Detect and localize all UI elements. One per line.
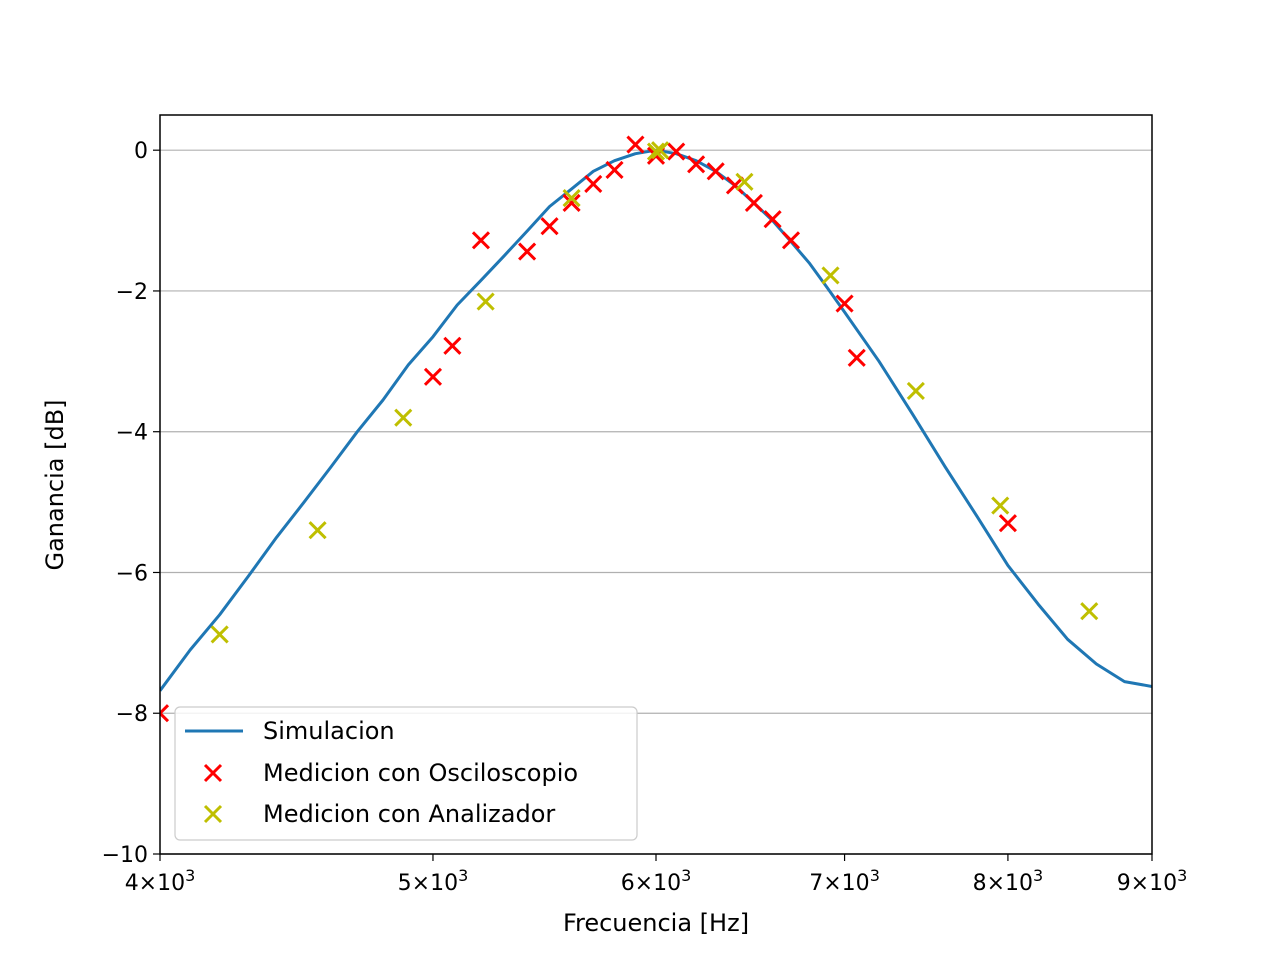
data-point-s1-15 xyxy=(744,193,763,213)
data-point-s1-18 xyxy=(835,294,854,313)
data-point-s2-11 xyxy=(1080,602,1099,621)
data-point-s1-4 xyxy=(518,242,537,261)
y-tick-label-5: −10 xyxy=(102,843,148,868)
data-point-s2-6 xyxy=(651,141,670,160)
x-tick-label-3: 7×103 xyxy=(809,866,880,896)
data-point-s1-11 xyxy=(667,142,686,161)
data-point-s1-13 xyxy=(706,162,725,181)
y-axis-label: Ganancia [dB] xyxy=(41,399,69,570)
data-point-s1-16 xyxy=(763,210,782,229)
data-point-s1-17 xyxy=(781,231,801,250)
x-axis: 4×103 5×103 6×103 7×103 8×103 9×103 xyxy=(125,854,1188,896)
y-tick-label-2: −4 xyxy=(116,421,148,446)
data-point-s2-5 xyxy=(646,142,666,161)
x-tick-label-4: 8×103 xyxy=(973,866,1044,896)
series-layer xyxy=(160,135,1152,723)
data-point-s1-19 xyxy=(847,348,866,367)
legend-swatch-2 xyxy=(203,804,223,824)
data-point-s2-9 xyxy=(906,381,925,400)
data-point-s1-8 xyxy=(605,160,624,179)
data-point-s2-3 xyxy=(476,292,495,311)
legend-label-2: Medicion con Analizador xyxy=(263,800,555,828)
legend-swatch-1 xyxy=(203,763,223,783)
x-tick-label-5: 9×103 xyxy=(1117,866,1188,896)
y-tick-label-0: 0 xyxy=(134,139,148,164)
data-point-s1-3 xyxy=(471,231,491,250)
y-tick-label-3: −6 xyxy=(116,561,148,586)
data-point-s2-4 xyxy=(562,188,581,208)
x-tick-label-0: 4×103 xyxy=(125,866,196,896)
data-point-s2-1 xyxy=(308,521,327,540)
data-point-s2-7 xyxy=(735,172,754,191)
data-point-s1-2 xyxy=(443,336,462,355)
data-point-s1-6 xyxy=(562,193,581,213)
legend-box xyxy=(174,706,638,841)
data-point-s2-0 xyxy=(210,625,229,644)
data-point-s2-2 xyxy=(394,408,413,427)
data-point-s1-12 xyxy=(687,155,706,174)
y-tick-label-1: −2 xyxy=(116,280,148,305)
legend-label-1: Medicion con Osciloscopio xyxy=(263,759,578,787)
legend: Simulacion Medicion con Osciloscopio Medic… xyxy=(174,706,638,841)
data-point-s1-7 xyxy=(584,174,603,194)
data-point-s1-0 xyxy=(160,704,170,723)
data-point-s2-10 xyxy=(991,496,1010,515)
data-point-s1-14 xyxy=(725,176,745,195)
data-point-s1-1 xyxy=(423,367,443,386)
x-tick-label-1: 5×103 xyxy=(398,866,469,896)
y-axis: 0 −2 −4 −6 −8 −10 xyxy=(102,139,160,868)
y-tick-label-4: −8 xyxy=(116,702,148,727)
x-axis-label: Frecuencia [Hz] xyxy=(563,909,749,937)
data-point-s2-8 xyxy=(821,266,840,285)
data-point-s1-20 xyxy=(998,514,1017,533)
data-point-s1-9 xyxy=(626,135,645,154)
data-point-s1-5 xyxy=(540,217,559,236)
x-tick-label-2: 6×103 xyxy=(621,866,692,896)
legend-label-0: Simulacion xyxy=(263,717,395,745)
